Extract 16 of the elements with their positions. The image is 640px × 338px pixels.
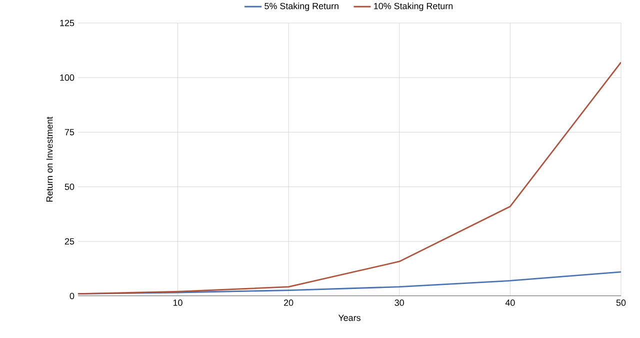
x-tick-label: 10 (173, 300, 182, 306)
legend-label: 10% Staking Return (374, 2, 453, 11)
y-tick-label: 75 (64, 129, 74, 136)
y-tick-label: 25 (64, 238, 74, 245)
x-tick-label: 30 (394, 300, 404, 306)
x-tick-label: 40 (505, 300, 515, 306)
y-tick-label: 125 (60, 20, 74, 26)
y-axis-title: Return on Investment (46, 116, 53, 202)
x-tick-label: 20 (284, 300, 294, 306)
legend-label: 5% Staking Return (264, 2, 338, 11)
line-series (78, 62, 621, 295)
x-axis-title: Years (338, 314, 360, 321)
y-tick-label: 0 (70, 292, 74, 300)
y-tick-label: 100 (60, 74, 74, 81)
y-tick-label: 50 (64, 184, 74, 190)
x-tick-label: 50 (616, 300, 626, 306)
